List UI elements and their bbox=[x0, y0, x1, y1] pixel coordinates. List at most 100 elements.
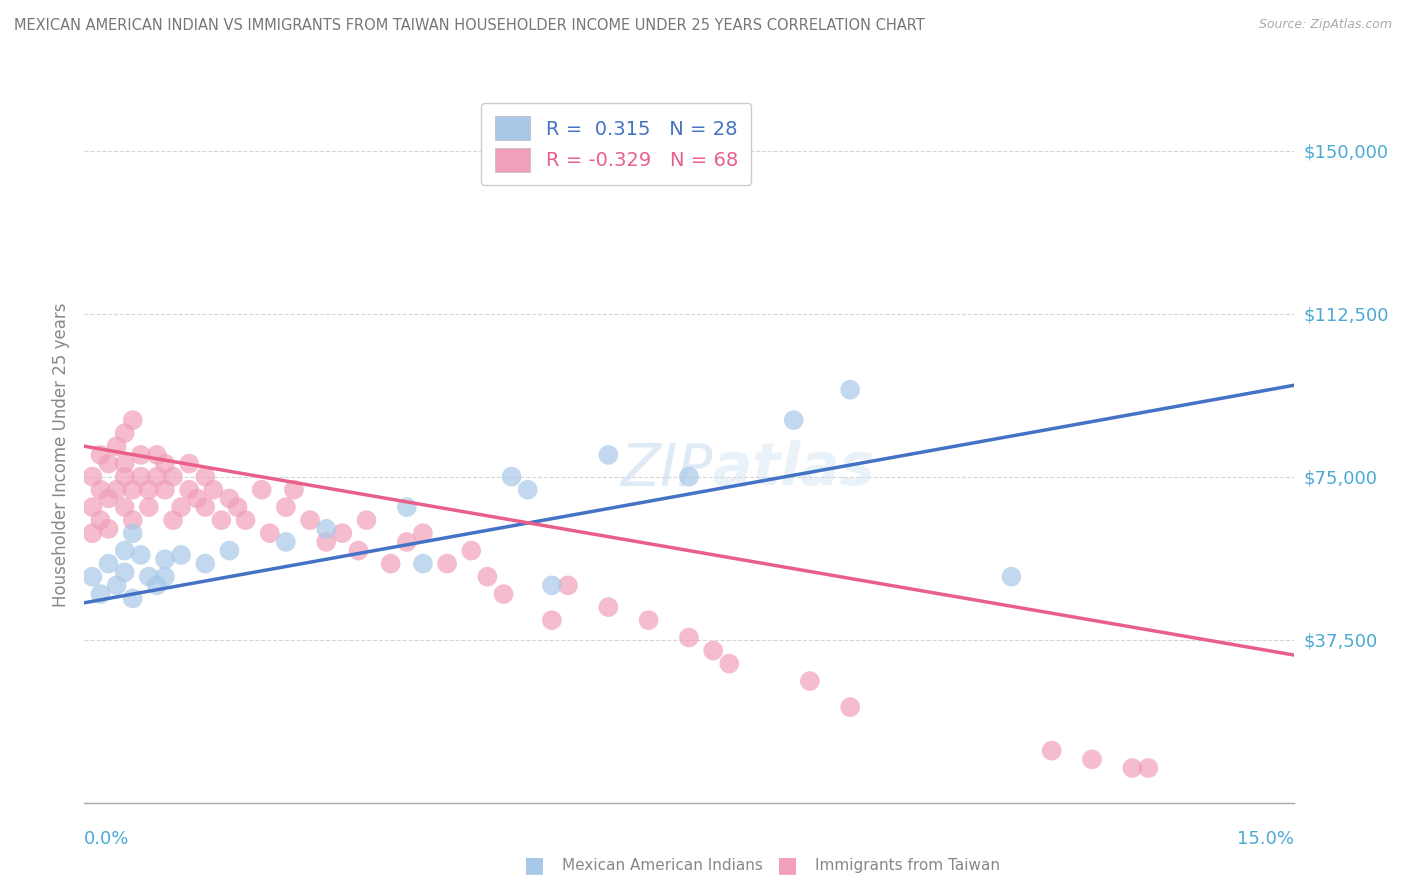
Point bbox=[839, 700, 862, 714]
Text: ■: ■ bbox=[778, 855, 797, 875]
Point bbox=[315, 535, 337, 549]
Point bbox=[541, 578, 564, 592]
Point bbox=[105, 439, 128, 453]
Point bbox=[315, 522, 337, 536]
Point bbox=[412, 557, 434, 571]
Point bbox=[259, 526, 281, 541]
Point bbox=[235, 513, 257, 527]
Point bbox=[1081, 752, 1104, 766]
Point bbox=[395, 535, 418, 549]
Point bbox=[330, 526, 353, 541]
Point bbox=[89, 513, 111, 527]
Point bbox=[179, 483, 201, 497]
Point bbox=[347, 543, 370, 558]
Point bbox=[356, 513, 378, 527]
Point bbox=[153, 457, 176, 471]
Point bbox=[82, 570, 104, 584]
Point bbox=[1040, 744, 1063, 758]
Point bbox=[105, 578, 128, 592]
Point bbox=[162, 469, 184, 483]
Text: Immigrants from Taiwan: Immigrants from Taiwan bbox=[815, 858, 1001, 872]
Point bbox=[299, 513, 322, 527]
Point bbox=[783, 413, 806, 427]
Text: MEXICAN AMERICAN INDIAN VS IMMIGRANTS FROM TAIWAN HOUSEHOLDER INCOME UNDER 25 YE: MEXICAN AMERICAN INDIAN VS IMMIGRANTS FR… bbox=[14, 18, 925, 33]
Point bbox=[121, 513, 143, 527]
Point bbox=[718, 657, 741, 671]
Point bbox=[460, 543, 482, 558]
Point bbox=[395, 500, 418, 514]
Point bbox=[501, 469, 523, 483]
Point bbox=[412, 526, 434, 541]
Point bbox=[170, 500, 193, 514]
Point bbox=[129, 448, 152, 462]
Point bbox=[1121, 761, 1143, 775]
Point bbox=[477, 570, 499, 584]
Text: ■: ■ bbox=[524, 855, 544, 875]
Point bbox=[702, 643, 724, 657]
Point bbox=[82, 469, 104, 483]
Point bbox=[598, 448, 620, 462]
Point bbox=[82, 500, 104, 514]
Point bbox=[637, 613, 659, 627]
Point bbox=[274, 535, 297, 549]
Point bbox=[138, 483, 160, 497]
Point bbox=[129, 548, 152, 562]
Point bbox=[516, 483, 538, 497]
Point bbox=[97, 457, 120, 471]
Point bbox=[97, 522, 120, 536]
Point bbox=[114, 457, 136, 471]
Point bbox=[82, 526, 104, 541]
Text: 0.0%: 0.0% bbox=[84, 830, 129, 847]
Point bbox=[89, 448, 111, 462]
Point bbox=[97, 491, 120, 506]
Point bbox=[162, 513, 184, 527]
Point bbox=[114, 426, 136, 441]
Point bbox=[146, 578, 169, 592]
Text: Mexican American Indians: Mexican American Indians bbox=[562, 858, 763, 872]
Point bbox=[598, 600, 620, 615]
Point bbox=[121, 526, 143, 541]
Point bbox=[380, 557, 402, 571]
Point bbox=[153, 552, 176, 566]
Point bbox=[146, 448, 169, 462]
Point bbox=[153, 483, 176, 497]
Point bbox=[194, 500, 217, 514]
Point bbox=[1000, 570, 1022, 584]
Point bbox=[114, 469, 136, 483]
Point bbox=[492, 587, 515, 601]
Point bbox=[105, 483, 128, 497]
Point bbox=[146, 469, 169, 483]
Point bbox=[89, 587, 111, 601]
Point bbox=[121, 413, 143, 427]
Point bbox=[138, 570, 160, 584]
Point bbox=[274, 500, 297, 514]
Point bbox=[799, 674, 821, 689]
Point bbox=[209, 513, 232, 527]
Point bbox=[114, 500, 136, 514]
Point bbox=[129, 469, 152, 483]
Y-axis label: Householder Income Under 25 years: Householder Income Under 25 years bbox=[52, 302, 70, 607]
Point bbox=[678, 469, 700, 483]
Point bbox=[194, 557, 217, 571]
Point bbox=[541, 613, 564, 627]
Point bbox=[138, 500, 160, 514]
Point bbox=[153, 570, 176, 584]
Text: 15.0%: 15.0% bbox=[1236, 830, 1294, 847]
Point bbox=[170, 548, 193, 562]
Point bbox=[194, 469, 217, 483]
Point bbox=[121, 483, 143, 497]
Point bbox=[114, 543, 136, 558]
Point bbox=[557, 578, 579, 592]
Point bbox=[179, 457, 201, 471]
Point bbox=[436, 557, 458, 571]
Point bbox=[121, 591, 143, 606]
Point bbox=[1137, 761, 1160, 775]
Point bbox=[97, 557, 120, 571]
Point bbox=[202, 483, 225, 497]
Point bbox=[839, 383, 862, 397]
Point bbox=[678, 631, 700, 645]
Text: atlas: atlas bbox=[713, 441, 875, 498]
Point bbox=[250, 483, 273, 497]
Point bbox=[226, 500, 249, 514]
Point bbox=[89, 483, 111, 497]
